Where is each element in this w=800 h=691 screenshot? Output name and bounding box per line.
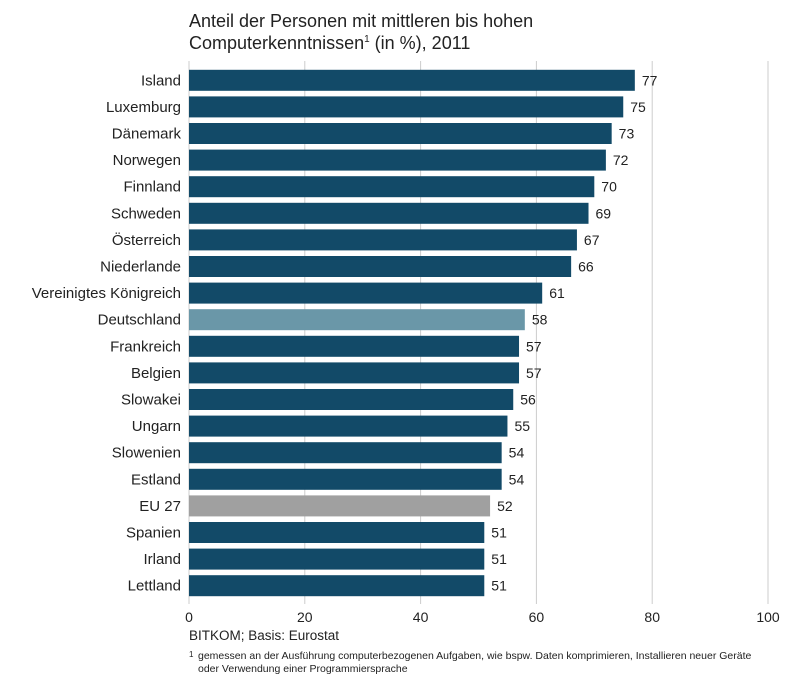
value-label-belgien: 57 bbox=[526, 365, 542, 381]
value-label-frankreich: 57 bbox=[526, 338, 542, 354]
value-label-finnland: 70 bbox=[601, 179, 617, 195]
category-label-slowakei: Slowakei bbox=[121, 392, 181, 409]
bar-estland bbox=[189, 468, 502, 490]
category-label-island: Island bbox=[141, 72, 181, 89]
bar-lettland bbox=[189, 575, 485, 597]
x-tick-label-0: 0 bbox=[185, 609, 193, 625]
value-label-vereinigtes-konigreich: 61 bbox=[549, 285, 565, 301]
category-label-danemark: Dänemark bbox=[112, 126, 182, 143]
value-label-norwegen: 72 bbox=[613, 152, 629, 168]
value-label-estland: 54 bbox=[509, 471, 525, 487]
bar-spanien bbox=[189, 522, 485, 543]
category-label-frankreich: Frankreich bbox=[110, 338, 181, 355]
bar-deutschland bbox=[189, 309, 525, 331]
bar-schweden bbox=[189, 202, 589, 224]
category-label-luxemburg: Luxemburg bbox=[106, 99, 181, 116]
value-label-ungarn: 55 bbox=[514, 418, 530, 434]
value-label-spanien: 51 bbox=[491, 525, 507, 541]
title-line-1: Anteil der Personen mit mittleren bis ho… bbox=[189, 11, 534, 31]
value-label-slowenien: 54 bbox=[509, 445, 525, 461]
bar-island bbox=[189, 69, 635, 91]
bar-eu-27 bbox=[189, 495, 491, 517]
value-label-island: 77 bbox=[642, 72, 658, 88]
category-label-vereinigtes-konigreich: Vereinigtes Königreich bbox=[32, 285, 181, 302]
category-label-estland: Estland bbox=[131, 471, 181, 488]
value-label-osterreich: 67 bbox=[584, 232, 600, 248]
bar-vereinigtes-konigreich bbox=[189, 282, 543, 304]
category-label-niederlande: Niederlande bbox=[100, 259, 181, 276]
title-line-2-text: Computerkenntnissen bbox=[189, 33, 365, 53]
value-label-slowakei: 56 bbox=[520, 392, 536, 408]
category-label-slowenien: Slowenien bbox=[112, 445, 181, 462]
category-label-deutschland: Deutschland bbox=[98, 312, 181, 329]
category-labels: Island Luxemburg Dänemark Norwegen Finnland S… bbox=[32, 72, 182, 594]
bar-slowenien bbox=[189, 442, 502, 464]
x-axis-ticks: 0 20 40 60 80 100 bbox=[185, 609, 780, 625]
footnote: 1 gemessen an der Ausführung computerbez… bbox=[189, 650, 769, 676]
value-label-schweden: 69 bbox=[596, 205, 612, 221]
category-label-norwegen: Norwegen bbox=[113, 152, 181, 169]
value-label-danemark: 73 bbox=[619, 126, 635, 142]
bar-ungarn bbox=[189, 415, 508, 437]
footnote-text: gemessen an der Ausführung computerbezog… bbox=[198, 650, 752, 675]
value-label-niederlande: 66 bbox=[578, 259, 594, 275]
title-line-2-suffix: (in %), 2011 bbox=[369, 33, 471, 53]
value-label-deutschland: 58 bbox=[532, 312, 548, 328]
value-label-irland: 51 bbox=[491, 551, 507, 567]
bars bbox=[189, 69, 635, 597]
bar-irland bbox=[189, 548, 485, 570]
value-label-eu-27: 52 bbox=[497, 498, 513, 514]
title-footnote-mark: 1 bbox=[364, 34, 370, 45]
category-label-schweden: Schweden bbox=[111, 205, 181, 222]
bar-finnland bbox=[189, 176, 595, 198]
x-tick-label-20: 20 bbox=[297, 609, 313, 625]
footnote-mark: 1 bbox=[189, 650, 194, 659]
category-label-ungarn: Ungarn bbox=[132, 418, 181, 435]
x-tick-label-40: 40 bbox=[413, 609, 429, 625]
bar-luxemburg bbox=[189, 96, 624, 118]
bar-norwegen bbox=[189, 149, 606, 171]
value-label-luxemburg: 75 bbox=[630, 99, 646, 115]
bar-niederlande bbox=[189, 256, 572, 277]
category-label-finnland: Finnland bbox=[123, 179, 181, 196]
x-tick-label-100: 100 bbox=[756, 609, 780, 625]
category-label-irland: Irland bbox=[143, 551, 181, 568]
value-label-lettland: 51 bbox=[491, 578, 507, 594]
title-line-2: Computerkenntnissen1 (in %), 2011 bbox=[189, 32, 749, 54]
bar-belgien bbox=[189, 362, 520, 384]
category-label-lettland: Lettland bbox=[128, 578, 181, 595]
chart-title: Anteil der Personen mit mittleren bis ho… bbox=[189, 10, 749, 54]
x-tick-label-60: 60 bbox=[529, 609, 545, 625]
source-note: BITKOM; Basis: Eurostat bbox=[189, 628, 340, 643]
bar-frankreich bbox=[189, 335, 520, 357]
category-label-spanien: Spanien bbox=[126, 525, 181, 542]
category-label-eu-27: EU 27 bbox=[139, 498, 181, 515]
category-label-osterreich: Österreich bbox=[112, 231, 181, 249]
x-tick-label-80: 80 bbox=[644, 609, 660, 625]
bar-slowakei bbox=[189, 389, 514, 410]
bar-danemark bbox=[189, 123, 612, 144]
category-label-belgien: Belgien bbox=[131, 365, 181, 382]
bar-osterreich bbox=[189, 229, 577, 251]
